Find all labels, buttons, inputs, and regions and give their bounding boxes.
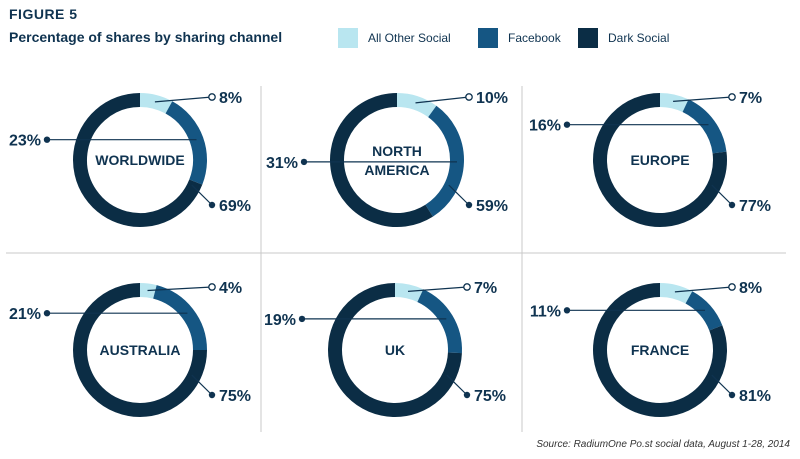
- donut-slice-facebook: [425, 105, 464, 217]
- donut-slice-all-other-social: [394, 283, 424, 303]
- callout-dot: [463, 391, 471, 399]
- callout-dot: [43, 136, 51, 143]
- data-label: 8%: [219, 90, 242, 107]
- callout-dot: [208, 283, 216, 291]
- callout-line: [154, 96, 213, 103]
- callout-line: [407, 286, 468, 292]
- data-label: 59%: [476, 198, 508, 215]
- callout-dot: [465, 93, 473, 101]
- callout-dot: [563, 121, 571, 128]
- callout-dot: [298, 315, 306, 323]
- donut-europe: EUROPE 7% 16% 77%: [529, 90, 771, 227]
- data-label: 7%: [739, 90, 762, 107]
- donut-slice-dark-social: [328, 283, 462, 417]
- callout-dot: [728, 391, 736, 399]
- callout-dot: [728, 283, 736, 291]
- callout-line: [415, 96, 470, 104]
- donut-slice-dark-social: [73, 283, 207, 417]
- source-note: Source: RadiumOne Po.st social data, Aug…: [536, 439, 790, 450]
- donut-north-america: NORTH AMERICA 10% 31% 59%: [266, 90, 508, 227]
- donut-slice-all-other-social: [659, 283, 693, 304]
- callout-line: [674, 286, 733, 293]
- legend-label: Dark Social: [608, 31, 670, 45]
- donut-slice-dark-social: [73, 93, 203, 227]
- data-label: 31%: [266, 155, 298, 172]
- data-label: 21%: [9, 306, 41, 323]
- figure-label: FIGURE 5: [9, 6, 78, 22]
- donut-slice-facebook: [685, 291, 723, 331]
- data-label: 77%: [739, 198, 771, 215]
- donut-uk: UK 7% 19% 75%: [264, 280, 506, 417]
- callout-line: [448, 184, 470, 206]
- callout-dot: [43, 310, 51, 317]
- donut-center-label: AMERICA: [364, 162, 429, 178]
- donut-slice-dark-social: [593, 93, 727, 227]
- data-label: 10%: [476, 90, 508, 107]
- legend-swatch: [478, 28, 498, 48]
- callout-dot: [465, 201, 473, 209]
- legend-swatch: [578, 28, 598, 48]
- data-label: 19%: [264, 312, 296, 329]
- data-label: 11%: [530, 303, 561, 320]
- callout-dot: [208, 93, 216, 101]
- data-label: 7%: [474, 280, 497, 297]
- donut-slice-facebook: [682, 99, 727, 154]
- legend-label: Facebook: [508, 31, 561, 45]
- callout-dot: [463, 283, 471, 291]
- donut-center-label: EUROPE: [630, 152, 689, 168]
- donut-slice-facebook: [165, 101, 207, 185]
- donut-center-label: NORTH: [372, 143, 422, 159]
- data-label: 4%: [219, 280, 242, 297]
- data-label: 8%: [739, 280, 762, 297]
- donut-worldwide: WORLDWIDE 8% 23% 69%: [9, 90, 251, 227]
- donut-slice-all-other-social: [659, 93, 689, 113]
- callout-dot: [563, 307, 571, 314]
- data-label: 75%: [219, 388, 251, 405]
- donut-australia: AUSTRALIA 4% 21% 75%: [9, 280, 251, 417]
- donut-france: FRANCE 8% 11% 81%: [530, 280, 771, 417]
- data-label: 81%: [739, 388, 771, 405]
- callout-dot: [208, 391, 216, 399]
- callout-dot: [300, 158, 308, 166]
- callout-line: [711, 374, 733, 396]
- callout-dot: [728, 93, 736, 101]
- donut-center-label: AUSTRALIA: [100, 342, 181, 358]
- callout-line: [446, 374, 468, 396]
- legend-label: All Other Social: [368, 31, 451, 45]
- donut-slice-dark-social: [593, 283, 727, 417]
- data-label: 23%: [9, 133, 41, 150]
- donut-center-label: UK: [385, 342, 405, 358]
- callout-line: [711, 184, 733, 206]
- donut-slice-facebook: [417, 289, 462, 354]
- donut-center-label: FRANCE: [631, 342, 689, 358]
- callout-line: [147, 286, 213, 292]
- chart-subtitle: Percentage of shares by sharing channel: [9, 29, 283, 45]
- data-label: 16%: [529, 118, 561, 135]
- callout-dot: [208, 201, 216, 209]
- callout-line: [191, 374, 213, 396]
- data-label: 75%: [474, 388, 506, 405]
- callout-line: [191, 184, 213, 206]
- donut-slice-dark-social: [330, 93, 433, 227]
- donut-center-label: WORLDWIDE: [95, 152, 184, 168]
- data-label: 69%: [219, 198, 251, 215]
- callout-dot: [728, 201, 736, 209]
- legend-swatch: [338, 28, 358, 48]
- callout-line: [673, 96, 733, 102]
